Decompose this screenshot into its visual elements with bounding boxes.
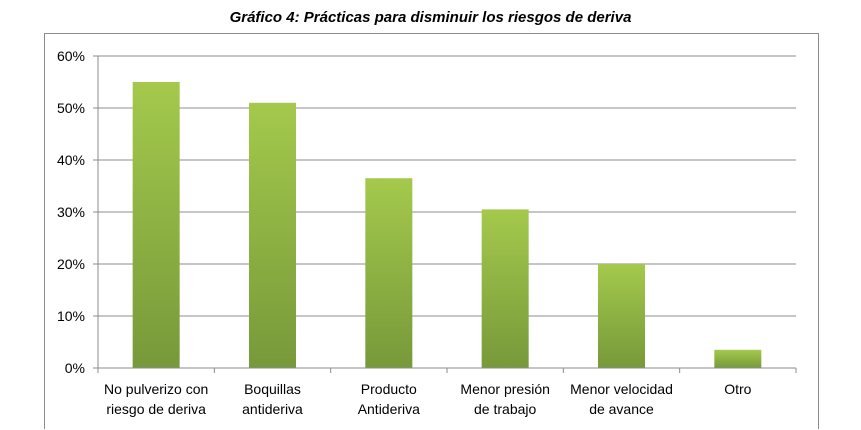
x-category-label: Menor velocidad de avance	[570, 381, 673, 417]
x-axis	[97, 56, 797, 373]
x-category-label: No pulverizo con riesgo de deriva	[104, 381, 208, 417]
x-category-label: Boquillas antideriva	[242, 381, 303, 417]
y-tick-label: 0%	[65, 360, 85, 376]
y-tick-label: 40%	[57, 152, 85, 168]
y-tick-label: 20%	[57, 256, 85, 272]
bars	[132, 82, 762, 369]
bar	[714, 349, 762, 368]
y-axis-ticks: 0% 10% 20% 30% 40% 50% 60%	[57, 48, 98, 376]
y-tick-label: 60%	[57, 48, 85, 64]
y-tick-label: 50%	[57, 100, 85, 116]
x-category-label: Menor presión de trabajo	[460, 381, 550, 417]
bar	[365, 178, 413, 368]
x-category-label: Producto Antideriva	[358, 381, 420, 417]
x-category-label: Otro	[724, 381, 751, 397]
y-tick-label: 10%	[57, 308, 85, 324]
chart-title: Gráfico 4: Prácticas para disminuir los …	[229, 9, 632, 26]
category-labels: No pulverizo con riesgo de deriva Boquilla…	[104, 381, 752, 417]
bar	[249, 102, 296, 369]
bar	[132, 82, 180, 368]
bar	[481, 209, 529, 368]
grid-lines	[98, 55, 796, 317]
chart-frame	[44, 33, 819, 429]
bar	[598, 264, 645, 368]
y-tick-label: 30%	[57, 204, 85, 220]
